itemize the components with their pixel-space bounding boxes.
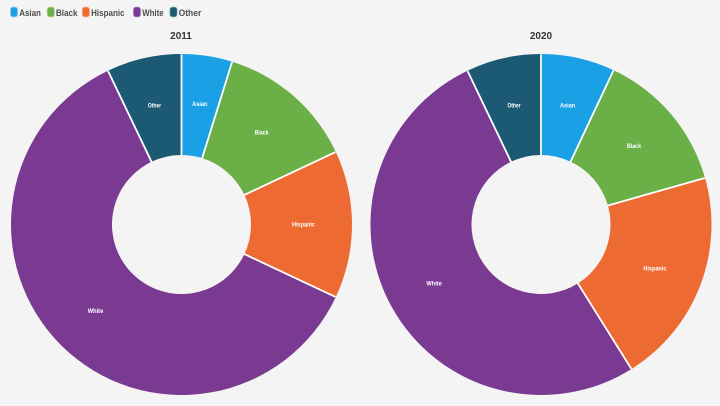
svg-text:White: White — [88, 308, 104, 315]
svg-text:2020: 2020 — [530, 31, 553, 42]
svg-text:Black: Black — [255, 130, 269, 137]
svg-text:Black: Black — [627, 143, 641, 150]
svg-text:Other: Other — [179, 8, 202, 18]
svg-text:Black: Black — [56, 8, 79, 18]
svg-text:Asian: Asian — [560, 103, 575, 110]
svg-text:Asian: Asian — [192, 101, 207, 108]
svg-text:Other: Other — [507, 103, 521, 110]
svg-text:Hispanic: Hispanic — [643, 266, 666, 273]
svg-text:Hispanic: Hispanic — [292, 222, 315, 229]
svg-text:Other: Other — [148, 103, 162, 110]
svg-text:2011: 2011 — [170, 31, 192, 42]
svg-text:White: White — [142, 8, 163, 18]
svg-text:Hispanic: Hispanic — [91, 8, 125, 18]
svg-text:White: White — [426, 281, 442, 288]
svg-text:Asian: Asian — [19, 8, 41, 18]
